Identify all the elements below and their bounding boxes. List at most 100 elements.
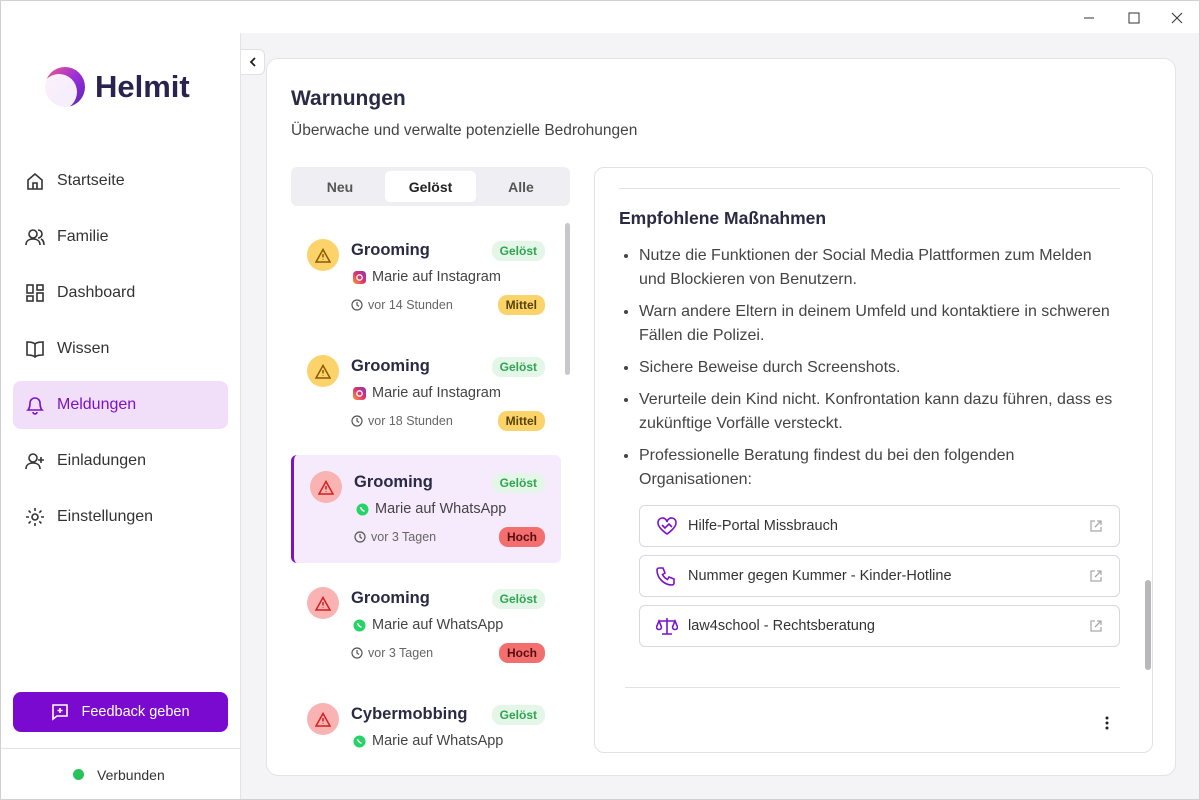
nav-label: Startseite	[57, 172, 125, 189]
recommendation: Professionelle Beratung findest du bei d…	[639, 444, 1119, 492]
collapse-button[interactable]	[241, 49, 265, 75]
alert-source: Marie auf Instagram	[353, 385, 501, 401]
tab-active[interactable]: Gelöst	[385, 171, 476, 202]
severity-badge: Hoch	[499, 527, 545, 547]
card: Warnungen Überwache und verwalte potenzi…	[266, 58, 1176, 776]
link-label: Nummer gegen Kummer - Kinder-Hotline	[688, 568, 952, 584]
alert-title: Cybermobbing	[351, 705, 468, 723]
alert-title: Grooming	[354, 473, 433, 491]
recommendations: Nutze die Funktionen der Social Media Pl…	[619, 244, 1119, 500]
brand: Helmit	[95, 69, 190, 104]
nav-label: Wissen	[57, 340, 110, 357]
feedback-button[interactable]: Feedback geben	[13, 692, 228, 732]
alert-time: vor 3 Tagen	[351, 646, 433, 660]
tab[interactable]: Neu	[326, 178, 354, 195]
platform-icon	[353, 735, 366, 748]
alert-source: Marie auf WhatsApp	[353, 733, 503, 749]
alert-time: vor 18 Stunden	[351, 414, 453, 428]
source-label: Marie auf WhatsApp	[375, 501, 507, 517]
status-badge: Gelöst	[491, 705, 545, 725]
alert-item[interactable]: Grooming Gelöst Marie auf WhatsApp vor 3 Ta…	[291, 455, 561, 563]
nav-label: Einladungen	[57, 452, 146, 469]
button-label: Feedback geben	[81, 704, 190, 720]
details-panel: Empfohlene Maßnahmen Nutze die Funktione…	[594, 167, 1153, 753]
nav-label: Familie	[57, 228, 109, 245]
scrollbar	[565, 223, 570, 375]
platform-icon	[353, 619, 366, 632]
platform-icon	[353, 386, 366, 400]
recommendation: Sichere Beweise durch Screenshots.	[639, 356, 1119, 380]
clock-icon	[354, 531, 366, 543]
window-controls[interactable]	[1081, 9, 1191, 27]
status-badge: Gelöst	[491, 473, 545, 493]
nav-item[interactable]: Startseite	[13, 157, 228, 205]
recommendation: Warn andere Eltern in deinem Umfeld und …	[639, 300, 1119, 348]
link-label: Hilfe-Portal Missbrauch	[688, 518, 838, 534]
alert-item[interactable]: Grooming Gelöst Marie auf Instagram vor 14 …	[291, 223, 561, 331]
alert-title: Grooming	[351, 589, 430, 607]
nav-label: Einstellungen	[57, 508, 154, 525]
alert-title: Grooming	[351, 241, 430, 259]
page-title: Warnungen	[291, 87, 406, 110]
clock-icon	[351, 415, 363, 427]
platform-icon	[353, 270, 366, 284]
link-label: law4school - Rechtsberatung	[688, 618, 875, 634]
alert-time: vor 3 Tagen	[354, 530, 436, 544]
nav-item[interactable]: Familie	[13, 213, 228, 261]
alert-title: Grooming	[351, 357, 430, 375]
tabs: Neu Gelöst Alle	[291, 167, 570, 206]
sidebar: Helmit Startseite Familie Dashboard Wiss…	[1, 33, 241, 799]
recommendation: Nutze die Funktionen der Social Media Pl…	[639, 244, 1119, 292]
more-menu[interactable]	[1101, 715, 1113, 731]
org-link[interactable]: Nummer gegen Kummer - Kinder-Hotline	[639, 555, 1120, 597]
nav-item[interactable]: Einstellungen	[13, 493, 228, 541]
time-label: vor 14 Stunden	[368, 298, 453, 312]
severity-badge: Hoch	[499, 643, 545, 663]
alert-list: Grooming Gelöst Marie auf Instagram vor 14 …	[291, 223, 572, 777]
nav-item[interactable]: Wissen	[13, 325, 228, 373]
severity-icon	[310, 471, 342, 503]
scrollbar	[1145, 580, 1151, 670]
alert-item[interactable]: Grooming Gelöst Marie auf WhatsApp vor 3 Ta…	[291, 571, 561, 679]
source-label: Marie auf Instagram	[372, 385, 501, 401]
nav-label: Dashboard	[57, 284, 136, 301]
severity-icon	[307, 239, 339, 271]
status-dot	[73, 769, 84, 780]
time-label: vor 18 Stunden	[368, 414, 453, 428]
clock-icon	[351, 647, 363, 659]
severity-icon	[307, 355, 339, 387]
tab[interactable]: Alle	[508, 178, 534, 195]
main: Warnungen Überwache und verwalte potenzi…	[241, 33, 1199, 799]
source-label: Marie auf WhatsApp	[372, 733, 504, 749]
org-link[interactable]: Hilfe-Portal Missbrauch	[639, 505, 1120, 547]
severity-icon	[307, 587, 339, 619]
alert-item[interactable]: Grooming Gelöst Marie auf Instagram vor 18 …	[291, 339, 561, 447]
divider	[1, 748, 240, 749]
nav-item[interactable]: Dashboard	[13, 269, 228, 317]
platform-icon	[356, 503, 369, 516]
time-label: vor 3 Tagen	[368, 646, 434, 660]
status-badge: Gelöst	[491, 357, 545, 377]
status-badge: Gelöst	[491, 589, 545, 609]
recommendation: Verurteile dein Kind nicht. Konfrontatio…	[639, 388, 1119, 436]
clock-icon	[351, 299, 363, 311]
divider	[625, 687, 1120, 688]
source-label: Marie auf Instagram	[372, 269, 501, 285]
time-label: vor 3 Tagen	[371, 530, 437, 544]
alert-item[interactable]: Cybermobbing Gelöst Marie auf WhatsApp	[291, 687, 561, 777]
nav-label: Meldungen	[57, 396, 137, 413]
severity-badge: Mittel	[497, 411, 545, 431]
alert-source: Marie auf WhatsApp	[356, 501, 506, 517]
nav-item[interactable]: Meldungen	[13, 381, 228, 429]
status-badge: Gelöst	[491, 241, 545, 261]
section-heading: Empfohlene Maßnahmen	[619, 208, 827, 228]
nav-item[interactable]: Einladungen	[13, 437, 228, 485]
alert-source: Marie auf Instagram	[353, 269, 501, 285]
severity-icon	[307, 703, 339, 735]
org-link[interactable]: law4school - Rechtsberatung	[639, 605, 1120, 647]
source-label: Marie auf WhatsApp	[372, 617, 504, 633]
logo	[41, 67, 85, 109]
severity-badge: Mittel	[497, 295, 545, 315]
page-subtitle: Überwache und verwalte potenzielle Bedro…	[291, 122, 638, 139]
